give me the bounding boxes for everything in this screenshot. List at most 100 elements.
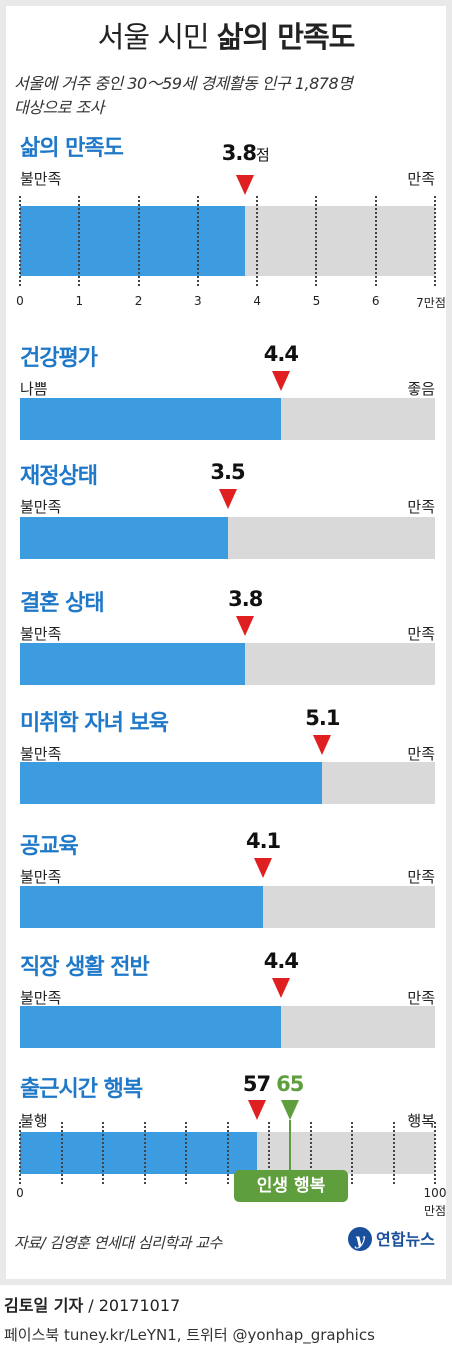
- gridline: [309, 1122, 312, 1184]
- low-label: 불만족: [20, 745, 62, 763]
- gridline: [434, 196, 436, 286]
- bar-track: [20, 643, 435, 685]
- yonhap-logo-mark: y 연합뉴스: [348, 1227, 435, 1251]
- high-label: 만족: [407, 498, 435, 516]
- bar-fill: [20, 643, 246, 685]
- value-marker-icon: [271, 978, 290, 998]
- section-title: 건강평가: [20, 346, 98, 371]
- gridline: [392, 1122, 395, 1184]
- bar-fill: [20, 398, 281, 440]
- bar-fill: [20, 206, 246, 276]
- value-marker-icon: [236, 175, 255, 195]
- low-label: 불만족: [20, 498, 62, 516]
- tick-label: 0: [16, 1186, 24, 1200]
- gridline: [268, 1122, 270, 1184]
- gridline: [143, 1122, 146, 1184]
- section-title: 재정상태: [20, 464, 98, 489]
- value-label: 3.8: [228, 587, 263, 611]
- bar-track: [20, 398, 435, 440]
- tick-label: 7만점: [416, 296, 446, 310]
- high-label: 만족: [407, 745, 435, 763]
- happy-connector: [288, 1120, 291, 1170]
- section-title: 출근시간 행복: [20, 1077, 143, 1102]
- svg-text:y: y: [354, 1230, 366, 1249]
- value-label: 5.1: [305, 706, 340, 730]
- bar-track: [20, 206, 435, 276]
- high-label: 만족: [407, 170, 435, 188]
- gridline: [196, 196, 199, 286]
- value-label: 3.5: [210, 460, 245, 484]
- low-label: 불만족: [20, 170, 62, 188]
- high-label: 만족: [407, 625, 435, 643]
- footer-date: / 20171017: [83, 1296, 181, 1315]
- low-label: 나쁨: [20, 380, 48, 398]
- value-label: 3.8점: [221, 141, 270, 165]
- footer-credit: 김토일 기자 / 20171017: [4, 1292, 180, 1316]
- section-title: 결혼 상태: [20, 591, 105, 616]
- value-label: 4.4: [263, 342, 299, 366]
- happiness-callout: 인생 행복: [234, 1170, 348, 1202]
- section-title: 삶의 만족도: [20, 136, 124, 161]
- low-label: 불만족: [20, 625, 62, 643]
- gridline: [185, 1122, 187, 1184]
- footer-reporter: 김토일 기자: [4, 1296, 84, 1315]
- happy-value-label: 65: [276, 1072, 304, 1096]
- bar-track: [20, 886, 435, 928]
- yonhap-logo: y 연합뉴스: [346, 1224, 446, 1254]
- value-marker-icon: [236, 616, 255, 636]
- tick-label: 5: [312, 294, 321, 308]
- chart-title: 서울 시민 삶의 만족도: [0, 14, 452, 56]
- tick-label: 6: [371, 294, 380, 308]
- value-label: 4.1: [245, 829, 281, 853]
- title-bold: 삶의 만족도: [216, 20, 355, 54]
- low-label: 불만족: [20, 868, 62, 886]
- subtitle-line-1: 서울에 거주 중인 30～59세 경제활동 인구 1,878명: [14, 74, 353, 93]
- value-marker-icon: [313, 735, 332, 755]
- score-unit: 점: [255, 146, 270, 164]
- tick-label: 3: [194, 294, 202, 308]
- section-title: 공교육: [20, 834, 79, 859]
- value-marker-icon: [218, 489, 237, 509]
- tick-label: 100: [423, 1186, 447, 1200]
- gridline: [60, 1122, 63, 1184]
- bar-fill: [20, 762, 323, 804]
- section-title: 미취학 자녀 보육: [20, 711, 169, 736]
- footer-social: 페이스북 tuney.kr/LeYN1, 트위터 @yonhap_graphic…: [4, 1326, 375, 1344]
- gridline: [315, 196, 318, 286]
- gridline: [351, 1122, 353, 1184]
- bar-fill: [20, 886, 264, 928]
- section-title: 직장 생활 전반: [20, 955, 150, 980]
- bar-track: [20, 517, 435, 559]
- gridline: [226, 1122, 229, 1184]
- value-label: 57: [242, 1072, 271, 1096]
- high-label: 행복: [407, 1112, 435, 1130]
- gridline: [374, 196, 377, 286]
- value-marker-icon: [247, 1100, 266, 1120]
- tick-label: 4: [253, 294, 261, 308]
- low-label: 불행: [20, 1112, 48, 1130]
- value-marker-icon: [254, 858, 273, 878]
- tick-label: 2: [134, 294, 143, 308]
- gridline: [256, 196, 259, 286]
- gridline: [78, 196, 81, 286]
- yonhap-logo-text: 연합뉴스: [376, 1230, 435, 1249]
- subtitle-line-2: 대상으로 조사: [14, 98, 104, 117]
- source-note: 자료/ 김영훈 연세대 심리학과 교수: [14, 1234, 222, 1252]
- bar-fill: [20, 517, 228, 559]
- high-label: 좋음: [407, 380, 435, 398]
- gridline: [137, 196, 140, 286]
- value-marker-icon: [271, 371, 290, 391]
- bar-fill: [20, 1006, 281, 1048]
- high-label: 만족: [407, 868, 435, 886]
- bar-track: [20, 1006, 435, 1048]
- happy-marker-icon: [280, 1100, 299, 1120]
- tick-label: 0: [16, 294, 24, 308]
- tick-label: 1: [75, 294, 84, 308]
- bar-fill: [20, 1132, 257, 1174]
- title-light: 서울 시민: [97, 20, 210, 54]
- value-label: 4.4: [263, 949, 299, 973]
- tick-label: 만점: [423, 1204, 447, 1218]
- gridline: [434, 1122, 436, 1184]
- gridline: [102, 1122, 104, 1184]
- gridline: [19, 196, 21, 286]
